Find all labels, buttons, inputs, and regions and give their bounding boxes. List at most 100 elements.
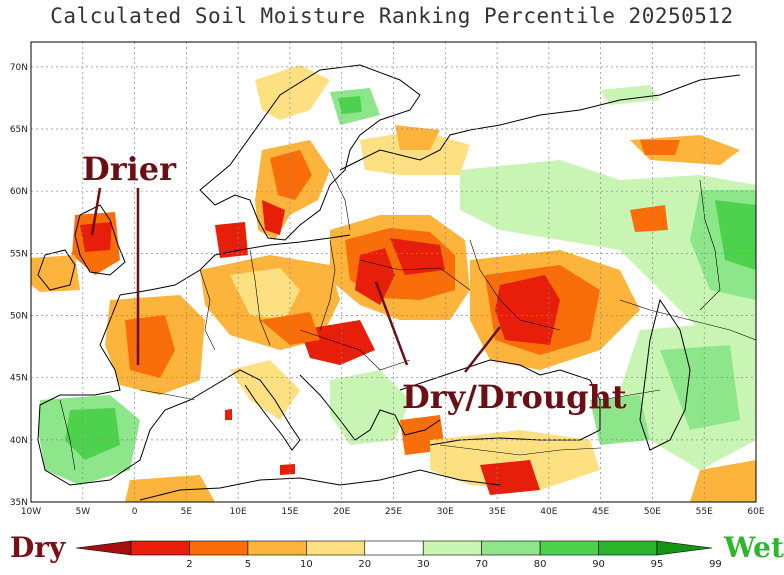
lon-tick-label: 35E (489, 507, 506, 517)
ireland-dry (31, 255, 80, 292)
drier-arrow-uk (90, 187, 102, 236)
legend-swatch (539, 540, 599, 556)
lat-tick-label: 45N (10, 374, 28, 384)
lon-tick-label: 0 (132, 507, 138, 517)
iran-dry (690, 460, 756, 502)
legend-swatch (481, 540, 541, 556)
denmark-drought (215, 222, 248, 258)
ireland-coast (37, 249, 76, 291)
color-legend: 2 5 10 20 30 70 80 90 95 99 (75, 540, 722, 570)
balkan-coast (299, 374, 441, 441)
border-ua-ru (469, 239, 561, 331)
norway-dry-core (270, 150, 312, 200)
north-europe-coast (119, 234, 351, 296)
longitude-tick-labels: 10W 5W 0 5E 10E 15E 20E 25E 30E 35E 40E 45E 50E 55E 60… (21, 507, 765, 517)
legend-wet-label: Wet (724, 531, 784, 564)
karelia-dry (395, 125, 440, 150)
italy-slight-dry (230, 360, 300, 420)
scandinavia-coast (199, 64, 421, 241)
lon-tick-label: 55E (696, 507, 713, 517)
legend-tick-label: 5 (245, 559, 251, 570)
legend-tick-label: 20 (358, 559, 371, 570)
lon-tick-label: 5W (75, 507, 90, 517)
border-pl-by (319, 239, 336, 331)
caspian-coast (639, 298, 691, 451)
legend-swatch-lowest (75, 540, 132, 556)
poland-drought-core (355, 248, 395, 305)
lat-tick-label: 35N (10, 498, 28, 508)
north-scandinavia-slight-dry (255, 65, 330, 120)
legend-swatch-highest (656, 540, 713, 556)
soil-moisture-map: 70N 65N 60N 55N 50N 45N 40N 35N 10W 5W 0 5E 10E 15E 2… (10, 41, 765, 517)
drought-arrow-east (464, 326, 501, 373)
legend-tick-label: 70 (475, 559, 488, 570)
arctic-coast (339, 74, 741, 171)
balkans-slight-wet (330, 370, 410, 445)
lapland-very-wet (338, 96, 362, 114)
legend-swatches (75, 540, 713, 556)
lat-tick-label: 40N (10, 436, 28, 446)
legend-swatch (422, 540, 482, 556)
legend-tick-label: 90 (592, 559, 605, 570)
sardinia-drought (225, 409, 232, 420)
border-by-ua (359, 259, 471, 291)
arctic-wet-spot (600, 85, 660, 105)
border-caucasus (599, 389, 661, 401)
east-russia-slight-wet (460, 160, 756, 330)
legend-swatch (189, 540, 249, 556)
lat-tick-label: 60N (10, 187, 28, 197)
legend-tick-label: 80 (534, 559, 547, 570)
lon-tick-label: 40E (540, 507, 557, 517)
kazakh-wet (660, 345, 740, 430)
ukraine-drought-core (495, 275, 560, 345)
legend-swatch (364, 540, 424, 556)
border-turkey (439, 444, 601, 456)
germany-slight-dry (230, 268, 300, 320)
drought-arrow-west (374, 281, 409, 366)
russia-north-slight-dry (360, 130, 470, 175)
lon-tick-label: 50E (644, 507, 661, 517)
sweden-dry-core (262, 200, 285, 235)
lon-tick-label: 10E (230, 507, 247, 517)
legend-tick-label: 2 (186, 559, 192, 570)
gridlines (31, 42, 756, 502)
turkey-drought-core (480, 460, 540, 495)
legend-swatch (247, 540, 307, 556)
belarus-drought-core (390, 238, 445, 275)
border-fr-de (199, 269, 216, 351)
legend-tick-label: 30 (417, 559, 430, 570)
lon-tick-label: 45E (592, 507, 609, 517)
legend-tick-label: 95 (651, 559, 664, 570)
lon-tick-label: 20E (333, 507, 350, 517)
lon-tick-label: 60E (747, 507, 764, 517)
map-frame (30, 41, 757, 503)
legend-ticks: 2 5 10 20 30 70 80 90 95 99 (186, 559, 722, 570)
britain-drought-core (80, 222, 112, 252)
legend-tick-label: 10 (300, 559, 313, 570)
border-pt-es (59, 399, 76, 471)
lat-tick-label: 70N (10, 63, 28, 73)
coastlines (37, 64, 741, 501)
great-britain-coast (74, 204, 126, 276)
drought-label: Dry/Drought (402, 378, 627, 416)
legend-tick-label: 99 (709, 559, 722, 570)
iberia-very-wet (65, 408, 120, 460)
west-europe-coast (37, 294, 191, 486)
legend-dry-label: Dry (10, 531, 66, 564)
lon-tick-label: 10W (21, 507, 41, 517)
lon-tick-label: 25E (385, 507, 402, 517)
turkey-slight-dry (430, 430, 600, 490)
border-de-pl (249, 249, 271, 346)
volga-dry-spot (630, 205, 668, 232)
north-africa-dry (125, 475, 215, 502)
legend-swatch (598, 540, 658, 556)
border-carpathian (299, 329, 411, 371)
legend-swatch (306, 540, 366, 556)
country-borders (59, 169, 756, 471)
lon-tick-label: 30E (437, 507, 454, 517)
sicily-drought (280, 464, 295, 475)
lon-tick-label: 15E (281, 507, 298, 517)
latitude-tick-labels: 70N 65N 60N 55N 50N 45N 40N 35N (10, 63, 28, 508)
lat-tick-label: 55N (10, 249, 28, 259)
legend-swatch (130, 540, 190, 556)
